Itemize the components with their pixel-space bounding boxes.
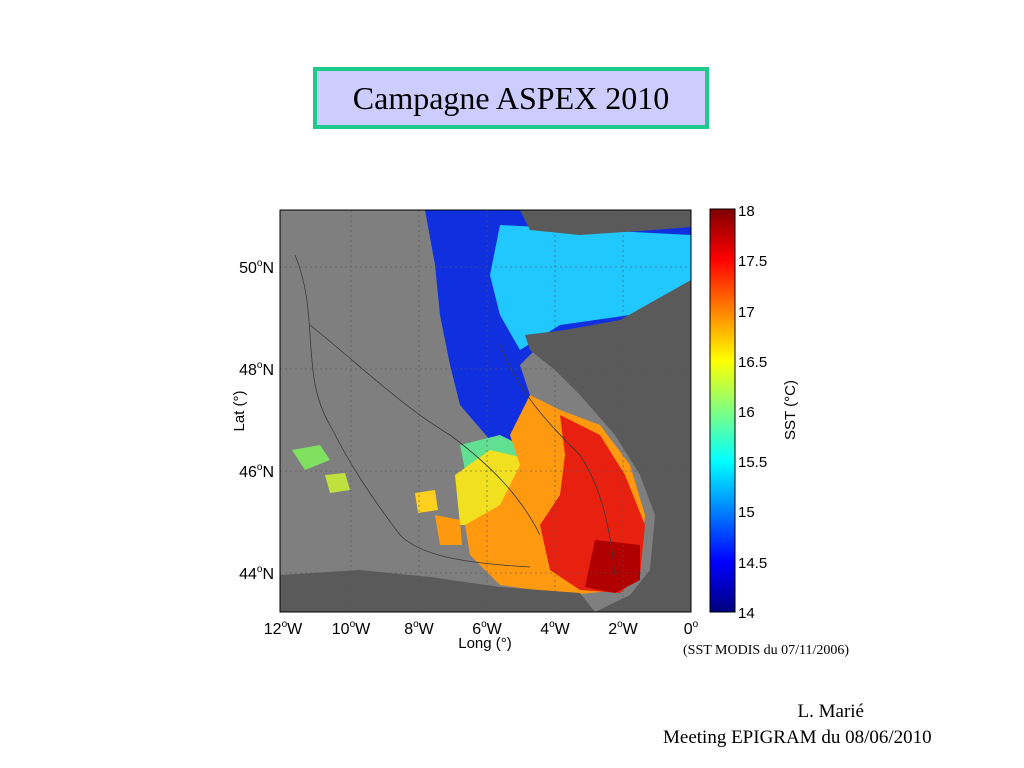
sst-patch	[325, 473, 350, 493]
map-frame	[279, 209, 692, 613]
sst-patch	[435, 515, 462, 545]
meeting-info: Meeting EPIGRAM du 08/06/2010	[663, 727, 932, 748]
isobath-contour	[499, 344, 616, 576]
sst-patch	[415, 490, 438, 513]
x-axis-label: Long (°)	[458, 635, 512, 652]
lon-tick-label: 0o	[684, 619, 699, 638]
colorbar-tick-label: 18	[738, 203, 755, 220]
lon-tick-label: 8oW	[404, 619, 434, 638]
colorbar-tick-label: 15	[738, 504, 755, 521]
lat-tick-label: 48oN	[239, 360, 274, 379]
lon-tick-label: 2oW	[608, 619, 638, 638]
colorbar-tick-label: 16	[738, 404, 755, 421]
colorbar-tick-label: 15.5	[738, 454, 767, 471]
sst-map-figure: 50oN 48oN 46oN 44oN 12oW 10oW 8oW 6oW 4o…	[200, 195, 840, 665]
graticule	[280, 210, 691, 612]
colorbar	[709, 208, 736, 613]
slide-title: Campagne ASPEX 2010	[313, 67, 709, 129]
lat-tick-label: 50oN	[239, 258, 274, 277]
lon-tick-label: 12oW	[264, 619, 303, 638]
colorbar-tick-label: 14	[738, 605, 755, 622]
lat-tick-label: 46oN	[239, 462, 274, 481]
lon-tick-label: 4oW	[540, 619, 570, 638]
colorbar-tick-label: 14.5	[738, 555, 767, 572]
isobath-contour	[309, 324, 541, 536]
land-spain	[280, 570, 595, 612]
colorbar-tick-label: 17	[738, 304, 755, 321]
colorbar-tick-label: 16.5	[738, 354, 767, 371]
sst-cyan-region	[490, 225, 691, 350]
figure-caption: (SST MODIS du 07/11/2006)	[683, 643, 850, 658]
colorbar-tick-label: 17.5	[738, 253, 767, 270]
lon-tick-label: 10oW	[332, 619, 371, 638]
colorbar-ticks: 18 17.5 17 16.5 16 15.5 15 14.5 14	[738, 203, 767, 622]
land-england	[520, 210, 691, 235]
sst-darkred-region	[585, 540, 640, 593]
lon-tick-label: 6oW	[472, 619, 502, 638]
land-france	[525, 280, 691, 612]
colorbar-label: SST (°C)	[782, 380, 799, 440]
lat-tick-label: 44oN	[239, 564, 274, 583]
author-name: L. Marié	[797, 701, 864, 722]
sst-patch	[292, 445, 330, 470]
y-axis-label: Lat (°)	[231, 390, 248, 431]
